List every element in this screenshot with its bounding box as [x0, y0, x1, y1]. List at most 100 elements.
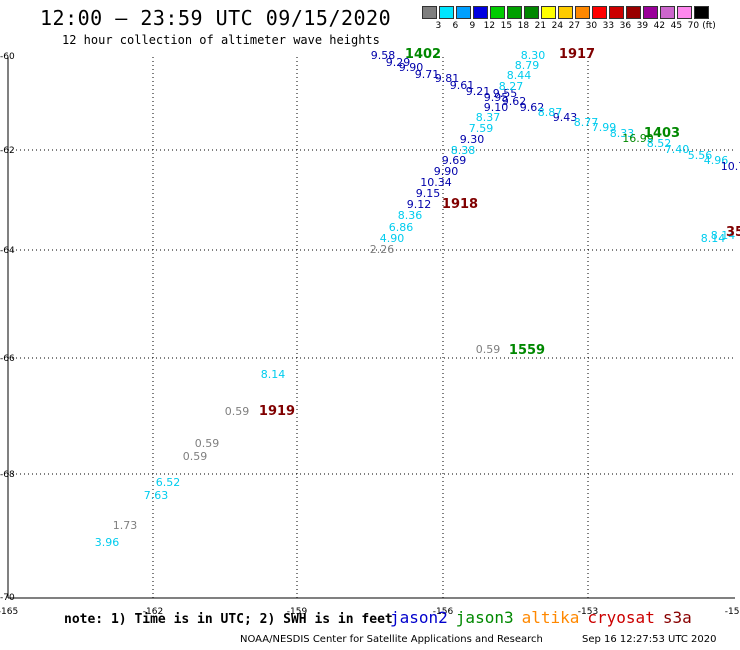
wave-height-value: 8.33 [610, 127, 635, 140]
wave-height-value: 8.52 [647, 137, 672, 150]
wave-height-value: 7.40 [665, 143, 690, 156]
wave-height-value: 1.73 [113, 519, 138, 532]
legend-swatch [439, 6, 454, 19]
legend-unit: (ft) [702, 21, 716, 31]
wave-height-value: 8.27 [499, 80, 524, 93]
wave-height-value: 8.37 [476, 111, 501, 124]
legend-swatch [541, 6, 556, 19]
legend-swatch [643, 6, 658, 19]
legend-label: 36 [619, 21, 632, 31]
pass-number: 1918 [442, 197, 478, 212]
wave-height-value: 9.43 [553, 111, 578, 124]
legend-swatch [592, 6, 607, 19]
legend-swatch [609, 6, 624, 19]
wave-height-value: 8.30 [521, 49, 546, 62]
wave-height-value: 9.81 [435, 72, 460, 85]
wave-height-value: 6.86 [389, 221, 414, 234]
lat-tick-label: -70 [0, 593, 15, 603]
wave-height-value: 16.99 [622, 132, 654, 145]
wave-height-value: 9.95 [484, 91, 509, 104]
legend-label: 70 [687, 21, 700, 31]
wave-height-value: 9.15 [416, 187, 441, 200]
legend-label: 33 [602, 21, 615, 31]
lat-tick-label: -64 [0, 246, 15, 256]
axis-tick-labels: -165 -162 -159 -156 -153 -150 -60 -62 -64 -66 -68 -… [0, 52, 740, 617]
legend-label: 45 [670, 21, 683, 31]
wave-height-value: 0.59 [476, 343, 501, 356]
wave-height-value: 9.69 [442, 154, 467, 167]
wave-height-value: 2.26 [370, 243, 395, 256]
legend-swatch [626, 6, 641, 19]
legend-swatch [524, 6, 539, 19]
wave-height-value: 0.59 [195, 437, 220, 450]
satellite-altika: altika [521, 608, 580, 627]
wave-height-value: 9.62 [502, 95, 527, 108]
legend-label: 42 [653, 21, 666, 31]
page-subtitle: 12 hour collection of altimeter wave hei… [62, 33, 380, 47]
lon-tick-label: -159 [287, 607, 308, 617]
page-title: 12:00 – 23:59 UTC 09/15/2020 [40, 6, 392, 30]
legend-label: 27 [568, 21, 581, 31]
legend-swatch [660, 6, 675, 19]
legend-swatch [507, 6, 522, 19]
legend-label: 15 [500, 21, 513, 31]
legend-swatch [473, 6, 488, 19]
units-note: note: 1) Time is in UTC; 2) SWH is in fe… [64, 612, 393, 627]
wave-height-value: 5.56 [688, 149, 713, 162]
generated-timestamp: Sep 16 12:27:53 UTC 2020 [582, 634, 717, 645]
lat-tick-label: -62 [0, 146, 15, 156]
wave-height-value: 9.62 [520, 101, 545, 114]
wave-height-value: 8.38 [451, 144, 476, 157]
wave-height-value: 9.21 [466, 85, 491, 98]
lon-tick-label: -150 [725, 607, 740, 617]
wave-height-value: 0.59 [183, 450, 208, 463]
pass-number: 1559 [509, 343, 545, 358]
wave-height-value: 8.14 [261, 368, 286, 381]
wave-height-value: 4.96 [704, 154, 729, 167]
wave-height-value: 3.96 [95, 536, 120, 549]
legend-label: 39 [636, 21, 649, 31]
legend-swatch [456, 6, 471, 19]
legend-swatch [575, 6, 590, 19]
lat-tick-label: -68 [0, 470, 15, 480]
wave-height-value: 9.61 [450, 79, 475, 92]
lat-tick-label: -66 [0, 354, 15, 364]
wave-height-value: 7.99 [592, 121, 617, 134]
lon-tick-label: -162 [143, 607, 163, 617]
lon-tick-label: -165 [0, 607, 18, 617]
wave-height-value: 9.29 [386, 56, 411, 69]
legend-label: 18 [517, 21, 530, 31]
pass-number: 1403 [644, 126, 680, 141]
wave-height-value: 10.7 [721, 160, 740, 173]
wave-height-value: 7.63 [144, 489, 169, 502]
wave-height-labels: 9.589.299.909.719.819.619.219.959.559.62… [95, 49, 740, 549]
satellite-s3a: s3a [662, 608, 692, 627]
credit-line: NOAA/NESDIS Center for Satellite Applica… [240, 634, 543, 645]
legend-label: 3 [435, 21, 442, 31]
wave-height-value: 9.71 [415, 68, 440, 81]
legend-label: 30 [585, 21, 598, 31]
lon-tick-label: -153 [578, 607, 598, 617]
legend-label: 24 [551, 21, 564, 31]
satellite-jason2: jason2 [390, 608, 448, 627]
wave-height-value: 6.52 [156, 476, 181, 489]
wave-height-value: 8.77 [574, 116, 599, 129]
wave-height-value: 9.30 [460, 133, 485, 146]
legend-label: 21 [534, 21, 547, 31]
wave-height-value: 8.44 [507, 69, 532, 82]
wave-height-value: 9.10 [484, 101, 509, 114]
wave-height-value: 9.90 [434, 165, 459, 178]
legend-label: 12 [483, 21, 496, 31]
pass-number: 1917 [559, 47, 595, 62]
legend-swatch [558, 6, 573, 19]
pass-number: 35 [726, 225, 740, 240]
legend-label: 9 [469, 21, 476, 31]
wave-height-value: 9.90 [399, 61, 424, 74]
legend-label: 6 [452, 21, 459, 31]
wave-height-value: 8.14 [701, 232, 726, 245]
wave-height-value: 7.59 [469, 122, 494, 135]
wave-height-value: 8.14 [711, 229, 736, 242]
wave-height-value: 4.90 [380, 232, 405, 245]
satellite-jason3: jason3 [455, 608, 514, 627]
